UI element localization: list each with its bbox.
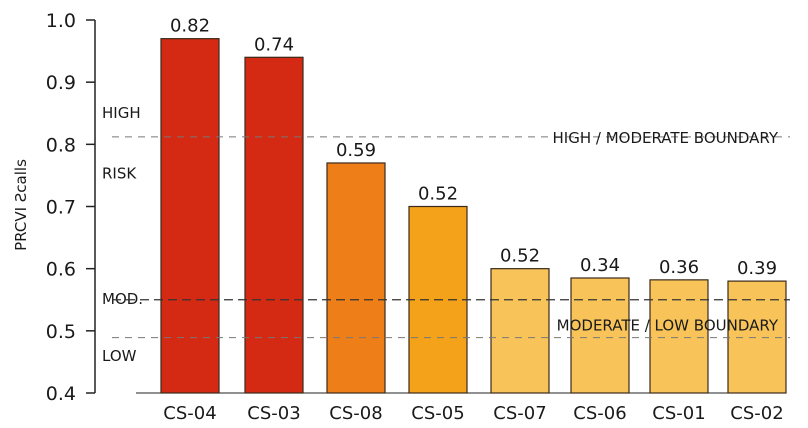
x-category-label: CS-01 bbox=[652, 403, 705, 424]
bar-value-label: 0.74 bbox=[254, 34, 294, 55]
bar-value-label: 0.36 bbox=[659, 257, 699, 278]
bar bbox=[160, 38, 220, 394]
bar-value-label: 0.59 bbox=[336, 140, 376, 161]
zone-label: HIGH bbox=[102, 104, 141, 122]
bar-value-label: 0.52 bbox=[418, 184, 458, 205]
bar-value-label: 0.39 bbox=[737, 258, 777, 279]
x-category-label: CS-07 bbox=[493, 403, 546, 424]
y-tick-label: 0.7 bbox=[46, 197, 76, 219]
x-category-label: CS-08 bbox=[329, 403, 382, 424]
x-axis-categories: CS-04 CS-03 CS-08 CS-05 CS-07 CS-06 CS-01 CS-02 bbox=[163, 403, 783, 424]
x-category-label: CS-06 bbox=[573, 403, 626, 424]
x-category-label: CS-02 bbox=[730, 403, 783, 424]
x-category-label: CS-04 bbox=[163, 403, 216, 424]
bar bbox=[649, 279, 709, 394]
bar bbox=[727, 280, 787, 394]
bar bbox=[244, 56, 304, 394]
y-axis-title: PRCVI Ƨcalls bbox=[12, 159, 30, 251]
bar-value-label: 0.82 bbox=[170, 16, 210, 37]
bar bbox=[490, 268, 550, 394]
bar bbox=[570, 277, 630, 394]
boundary-lines: HIGH / MODERATE BOUNDARY MODERATE / LOW B… bbox=[112, 129, 790, 339]
bar bbox=[408, 205, 468, 394]
bar-value-label: 0.52 bbox=[500, 246, 540, 267]
boundary-label: HIGH / MODERATE BOUNDARY bbox=[553, 129, 779, 147]
bar-value-label: 0.34 bbox=[580, 255, 620, 276]
bars: 0.82 0.74 0.59 0.52 0.52 0.34 0.36 0.39 bbox=[160, 16, 787, 394]
zone-labels: HIGH RISK MOD. LOW bbox=[102, 104, 143, 365]
bar bbox=[326, 162, 386, 394]
y-tick-label: 0.9 bbox=[46, 72, 76, 94]
zone-label: LOW bbox=[102, 347, 137, 365]
y-tick-label: 0.5 bbox=[46, 321, 76, 343]
x-category-label: CS-05 bbox=[411, 403, 464, 424]
y-tick-label: 0.8 bbox=[46, 134, 76, 156]
zone-label: RISK bbox=[102, 164, 137, 182]
y-tick-label: 1.0 bbox=[46, 10, 76, 32]
y-tick-label: 0.4 bbox=[46, 383, 76, 405]
boundary-label: MODERATE / LOW BOUNDARY bbox=[557, 317, 779, 335]
y-tick-label: 0.6 bbox=[46, 259, 76, 281]
zone-label: MOD. bbox=[102, 290, 143, 308]
x-category-label: CS-03 bbox=[247, 403, 300, 424]
